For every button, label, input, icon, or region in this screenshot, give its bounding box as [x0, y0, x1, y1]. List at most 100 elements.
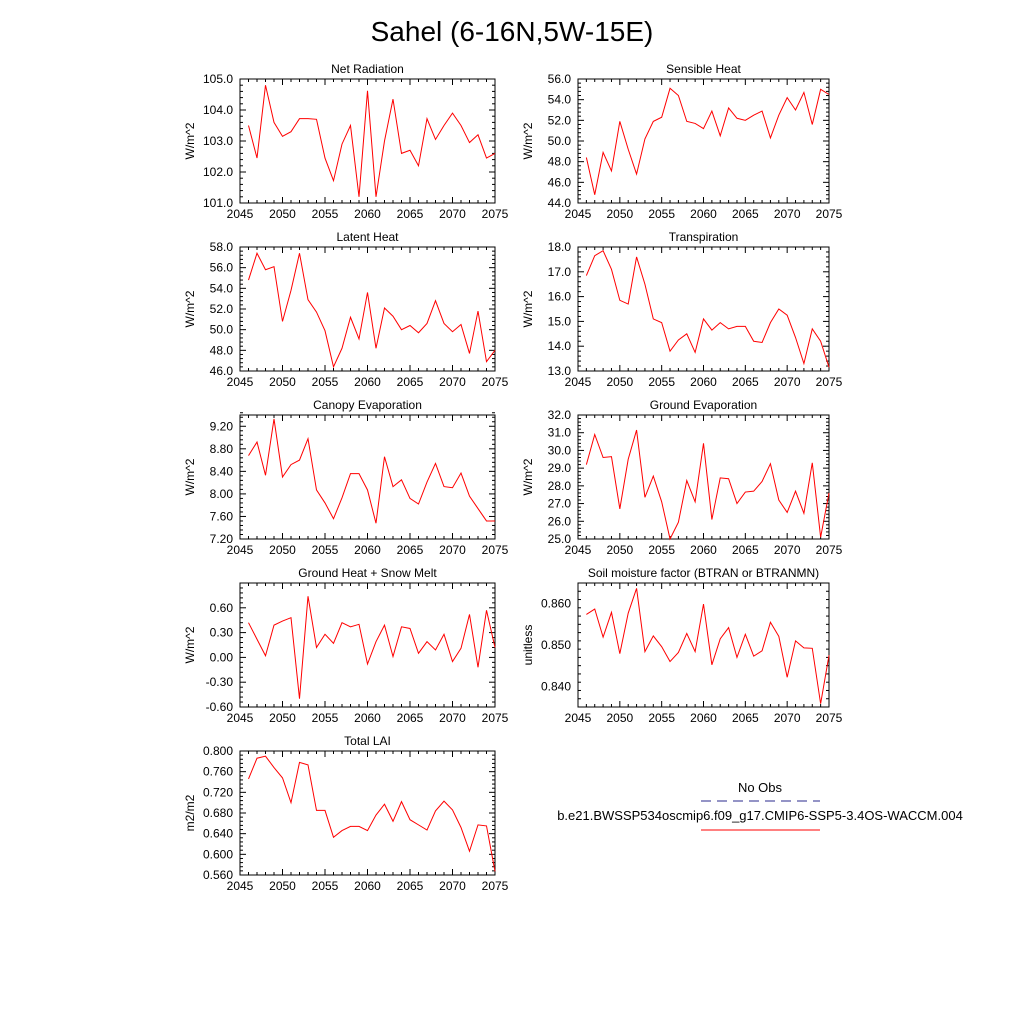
plot-frame — [577, 414, 830, 540]
y-tick-label: 32.0 — [548, 408, 572, 422]
x-tick-label: 2060 — [690, 375, 717, 389]
y-tick-label: 8.00 — [210, 487, 234, 501]
x-tick-label: 2065 — [732, 711, 759, 725]
y-tick-label: 103.0 — [203, 134, 233, 148]
y-axis-label: W/m^2 — [521, 122, 535, 159]
x-tick-label: 2055 — [648, 543, 675, 557]
x-tick-label: 2045 — [227, 207, 254, 221]
y-tick-label: 58.0 — [210, 240, 234, 254]
x-tick-label: 2065 — [732, 543, 759, 557]
x-tick-label: 2070 — [774, 543, 801, 557]
plot-frame — [577, 582, 830, 708]
y-tick-label: 44.0 — [548, 196, 572, 210]
y-tick-label: 0.760 — [203, 765, 233, 779]
x-tick-label: 2065 — [732, 207, 759, 221]
panel-title: Ground Heat + Snow Melt — [298, 566, 437, 580]
y-tick-label: 14.0 — [548, 339, 572, 353]
y-tick-label: 52.0 — [210, 302, 234, 316]
panels: Net Radiation 2045 2050 2055 2060 2065 2070 207… — [183, 62, 843, 893]
x-tick-label: 2060 — [354, 207, 381, 221]
y-tick-label: 102.0 — [203, 165, 233, 179]
x-tick-label: 2055 — [312, 543, 339, 557]
y-tick-label: 0.00 — [210, 650, 234, 664]
legend-label-no-obs: No Obs — [738, 780, 783, 795]
x-tick-label: 2070 — [439, 207, 466, 221]
series-line-ground-evaporation — [585, 429, 830, 541]
panel-title: Sensible Heat — [666, 62, 741, 76]
y-tick-label: 0.60 — [210, 601, 234, 615]
y-axis-label: unitless — [521, 625, 535, 666]
y-tick-label: 27.0 — [548, 497, 572, 511]
series-line-net-radiation — [248, 85, 496, 197]
x-tick-label: 2065 — [397, 879, 424, 893]
x-tick-label: 2075 — [816, 543, 843, 557]
x-tick-label: 2060 — [690, 543, 717, 557]
y-tick-label: 54.0 — [210, 281, 234, 295]
y-axis-label: W/m^2 — [521, 290, 535, 327]
x-tick-label: 2065 — [732, 375, 759, 389]
y-tick-label: 0.30 — [210, 626, 234, 640]
x-tick-label: 2075 — [816, 207, 843, 221]
x-tick-label: 2070 — [439, 711, 466, 725]
x-tick-label: 2050 — [269, 879, 296, 893]
x-tick-label: 2075 — [482, 879, 509, 893]
x-tick-label: 2055 — [648, 711, 675, 725]
y-tick-label: 0.850 — [541, 638, 571, 652]
x-tick-label: 2050 — [269, 375, 296, 389]
y-axis-label: W/m^2 — [183, 458, 197, 495]
y-axis-label: m2/m2 — [183, 794, 197, 831]
x-tick-label: 2075 — [816, 375, 843, 389]
panel-soil-moisture-factor-btran-or-btranmn: Soil moisture factor (BTRAN or BTRANMN) 2… — [521, 566, 843, 725]
x-tick-label: 2075 — [482, 543, 509, 557]
x-tick-label: 2065 — [397, 375, 424, 389]
main-title: Sahel (6-16N,5W-15E) — [371, 16, 654, 47]
panel-title: Latent Heat — [336, 230, 399, 244]
x-tick-label: 2060 — [690, 711, 717, 725]
y-tick-label: 18.0 — [548, 240, 572, 254]
y-tick-label: 16.0 — [548, 290, 572, 304]
y-tick-label: 28.0 — [548, 479, 572, 493]
panel-ground-evaporation: Ground Evaporation 2045 2050 2055 2060 2065 20… — [521, 398, 843, 557]
x-tick-label: 2045 — [565, 711, 592, 725]
legend-label-model: b.e21.BWSSP534oscmip6.f09_g17.CMIP6-SSP5… — [557, 808, 963, 823]
y-tick-label: 9.20 — [210, 419, 234, 433]
panel-title: Canopy Evaporation — [313, 398, 422, 412]
x-tick-label: 2070 — [774, 375, 801, 389]
x-tick-label: 2060 — [354, 711, 381, 725]
x-tick-label: 2075 — [482, 375, 509, 389]
plot-frame — [239, 78, 496, 204]
y-tick-label: 25.0 — [548, 532, 572, 546]
x-tick-label: 2050 — [606, 375, 633, 389]
y-axis-label: W/m^2 — [183, 626, 197, 663]
y-tick-label: 105.0 — [203, 72, 233, 86]
x-tick-label: 2045 — [227, 879, 254, 893]
panel-net-radiation: Net Radiation 2045 2050 2055 2060 2065 2070 207… — [183, 62, 509, 221]
y-tick-label: 0.640 — [203, 827, 233, 841]
y-tick-label: 50.0 — [548, 134, 572, 148]
x-tick-label: 2075 — [816, 711, 843, 725]
y-tick-label: 0.860 — [541, 597, 571, 611]
y-tick-label: 31.0 — [548, 426, 572, 440]
legend: No Obs b.e21.BWSSP534oscmip6.f09_g17.CMI… — [557, 780, 963, 831]
x-tick-label: 2070 — [774, 711, 801, 725]
y-tick-label: 29.0 — [548, 461, 572, 475]
y-tick-label: 46.0 — [548, 175, 572, 189]
x-tick-label: 2050 — [269, 711, 296, 725]
y-tick-label: 101.0 — [203, 196, 233, 210]
panel-total-lai: Total LAI 2045 2050 2055 2060 2065 2070 2075 0.5… — [183, 734, 509, 893]
x-tick-label: 2045 — [227, 375, 254, 389]
series-line-total-lai — [248, 755, 496, 872]
y-axis-label: W/m^2 — [183, 122, 197, 159]
x-tick-label: 2045 — [565, 207, 592, 221]
x-tick-label: 2050 — [606, 207, 633, 221]
panel-ground-heat-snow-melt: Ground Heat + Snow Melt 2045 2050 2055 2060 2… — [183, 566, 509, 725]
y-tick-label: 8.80 — [210, 442, 234, 456]
series-line-transpiration — [585, 250, 830, 368]
x-tick-label: 2070 — [439, 543, 466, 557]
y-tick-label: 52.0 — [548, 113, 572, 127]
x-tick-label: 2045 — [227, 711, 254, 725]
y-tick-label: 0.680 — [203, 806, 233, 820]
x-tick-label: 2060 — [354, 375, 381, 389]
x-tick-label: 2065 — [397, 543, 424, 557]
